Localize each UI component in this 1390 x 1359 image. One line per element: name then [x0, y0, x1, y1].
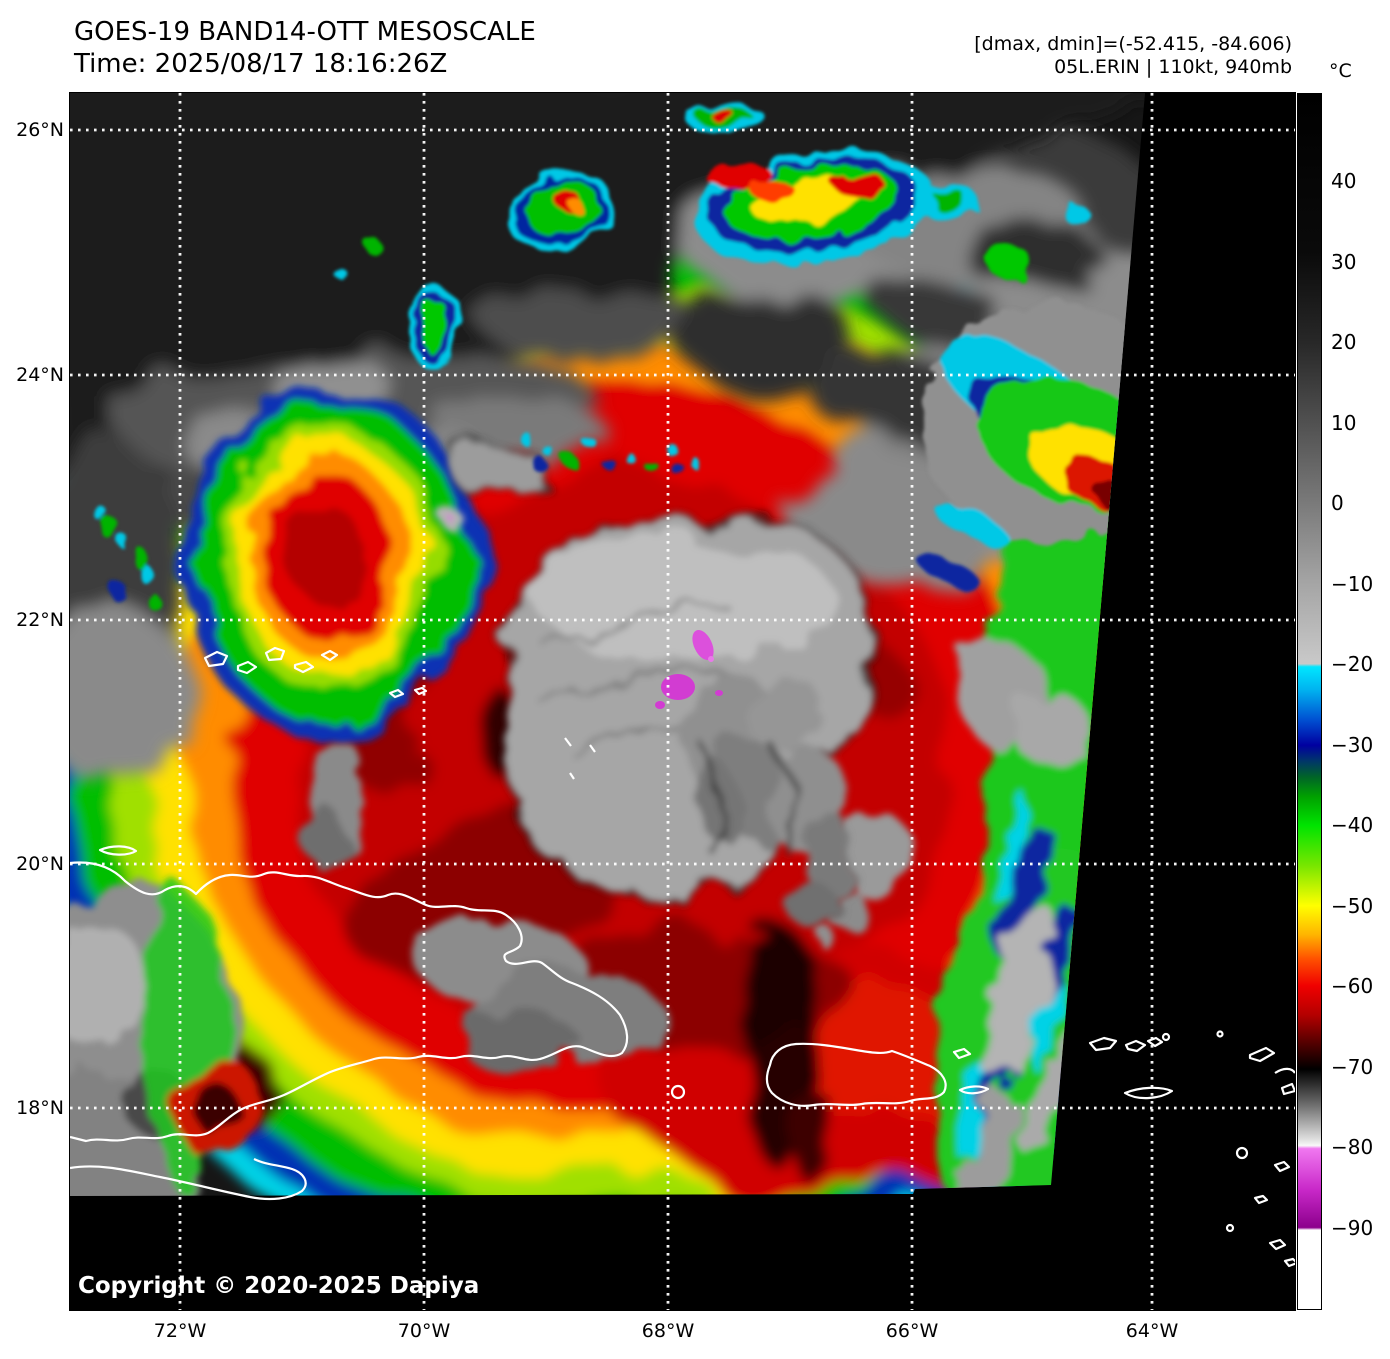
colorbar-tick-40: 40 — [1331, 169, 1357, 193]
colorbar-tick-m70: −70 — [1331, 1055, 1374, 1079]
data-wedge — [70, 93, 1145, 1196]
lat-label-26n: 26°N — [16, 119, 64, 141]
convection-cells — [93, 102, 1145, 610]
colorbar-tick-m80: −80 — [1331, 1135, 1374, 1159]
lon-label-64w: 64°W — [1125, 1320, 1179, 1342]
colorbar-tick-20: 20 — [1331, 330, 1357, 354]
coastline-vieques — [958, 1085, 990, 1095]
coastline-culebra — [952, 1047, 972, 1060]
dmax-dmin-readout: [dmax, dmin]=(-52.415, -84.606) — [974, 33, 1292, 55]
lat-label-22n: 22°N — [16, 609, 64, 631]
overshoot-magenta — [655, 630, 723, 709]
colorbar-tick-m90: −90 — [1331, 1216, 1374, 1240]
colorbar-tick-m30: −30 — [1331, 733, 1374, 757]
storm-readout: 05L.ERIN | 110kt, 940mb — [1054, 56, 1292, 78]
satellite-map: Copyright © 2020-2025 Dapiya — [69, 92, 1299, 1311]
coastline-leeward-islands — [1225, 1046, 1299, 1268]
lon-label-70w: 70°W — [397, 1320, 451, 1342]
colorbar-tick-10: 10 — [1331, 411, 1357, 435]
readout-block: [dmax, dmin]=(-52.415, -84.606) 05L.ERIN… — [974, 33, 1292, 79]
timestamp: Time: 2025/08/17 18:16:26Z — [74, 49, 448, 79]
coastline-puerto-rico — [765, 1042, 947, 1107]
colorbar-tick-m60: −60 — [1331, 974, 1374, 998]
lon-label-72w: 72°W — [153, 1320, 207, 1342]
colorbar — [1297, 93, 1322, 1310]
coastlines — [69, 646, 1299, 1268]
colorbar-unit-label: °C — [1329, 60, 1352, 82]
coastline-haiti-south — [69, 1158, 307, 1201]
lake-enriquillo — [670, 1084, 686, 1100]
page-title: GOES-19 BAND14-OTT MESOSCALE — [74, 17, 536, 47]
colorbar-tick-0: 0 — [1331, 491, 1344, 515]
coastline-turks-caicos — [203, 646, 596, 780]
lat-label-18n: 18°N — [16, 1097, 64, 1119]
title-block: GOES-19 BAND14-OTT MESOSCALE Time: 2025/… — [74, 16, 536, 80]
copyright-watermark: Copyright © 2020-2025 Dapiya — [78, 1273, 479, 1299]
lat-label-24n: 24°N — [16, 364, 64, 386]
coastline-tortue — [98, 845, 138, 856]
lon-label-68w: 68°W — [641, 1320, 695, 1342]
colorbar-tick-m50: −50 — [1331, 894, 1374, 918]
grid-lines — [70, 93, 1295, 1310]
lon-label-66w: 66°W — [885, 1320, 939, 1342]
coastline-hispaniola — [69, 861, 629, 1143]
colorbar-tick-m40: −40 — [1331, 813, 1374, 837]
lat-label-20n: 20°N — [16, 853, 64, 875]
colorbar-tick-30: 30 — [1331, 250, 1357, 274]
nw-rainband — [182, 388, 482, 738]
colorbar-tick-m10: −10 — [1331, 572, 1374, 596]
colorbar-tick-m20: −20 — [1331, 652, 1374, 676]
satellite-scene: Copyright © 2020-2025 Dapiya — [69, 93, 1299, 1310]
hurricane-cdo — [442, 441, 877, 936]
